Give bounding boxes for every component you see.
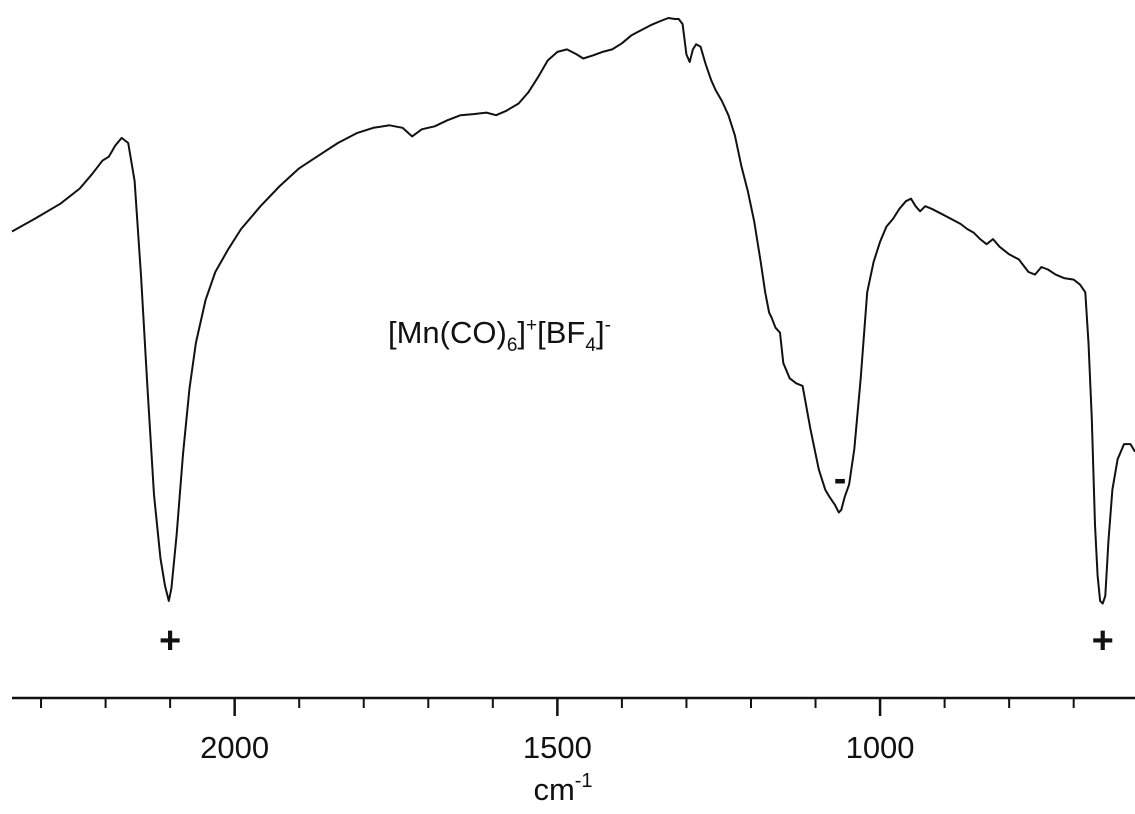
plot-area xyxy=(11,17,1135,605)
compound-annotation: [Mn(CO)6]+[BF4]- xyxy=(388,315,611,356)
x-axis-ticks xyxy=(40,698,1075,716)
spectrum-line xyxy=(11,17,1135,605)
x-tick-label: 1000 xyxy=(846,730,915,765)
x-tick-label: 2000 xyxy=(200,730,269,765)
peak-markers: + - + xyxy=(159,458,1114,662)
x-axis-title: cm-1 xyxy=(533,770,592,807)
peak-sign-label: + xyxy=(159,620,181,662)
peak-sign-label: + xyxy=(1092,620,1114,662)
x-axis-tick-labels: 2000 1500 1000 xyxy=(200,730,914,765)
peak-sign-label: - xyxy=(834,458,847,500)
x-tick-label: 1500 xyxy=(523,730,592,765)
